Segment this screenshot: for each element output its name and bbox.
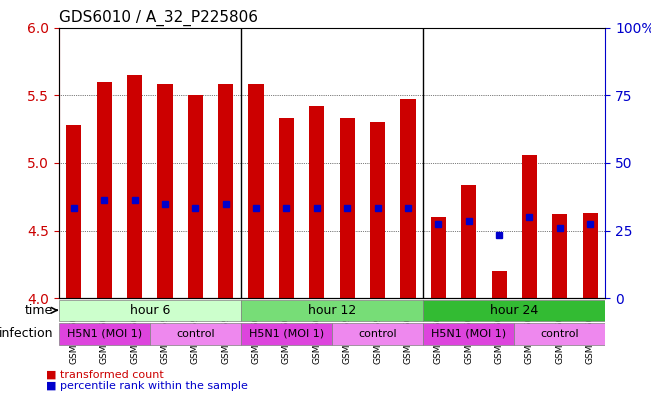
Bar [127,75,142,298]
Bar [218,84,233,298]
Text: ■ transformed count: ■ transformed count [46,369,163,379]
Bar [583,213,598,298]
FancyBboxPatch shape [241,323,332,345]
FancyBboxPatch shape [59,323,150,345]
FancyBboxPatch shape [332,323,423,345]
Text: time: time [25,304,53,317]
Text: GDS6010 / A_32_P225806: GDS6010 / A_32_P225806 [59,10,258,26]
Bar [370,122,385,298]
Bar [279,118,294,298]
FancyBboxPatch shape [423,323,514,345]
Text: control: control [358,329,397,339]
Bar [187,95,203,298]
Bar [96,82,112,298]
Bar [309,106,324,298]
FancyBboxPatch shape [59,299,241,321]
Bar [400,99,415,298]
Text: infection: infection [0,327,53,340]
Text: control: control [540,329,579,339]
Bar [249,84,264,298]
Text: hour 6: hour 6 [130,304,170,317]
Bar [66,125,81,298]
Text: hour 12: hour 12 [308,304,356,317]
Bar [340,118,355,298]
Text: H5N1 (MOI 1): H5N1 (MOI 1) [66,329,142,339]
Bar [552,215,568,298]
Text: hour 24: hour 24 [490,304,538,317]
FancyBboxPatch shape [241,299,423,321]
FancyBboxPatch shape [150,323,241,345]
Text: H5N1 (MOI 1): H5N1 (MOI 1) [249,329,324,339]
Bar [522,155,537,298]
Bar [158,84,173,298]
Bar [492,271,506,298]
Bar [461,185,477,298]
Text: H5N1 (MOI 1): H5N1 (MOI 1) [431,329,506,339]
FancyBboxPatch shape [514,323,605,345]
Bar [431,217,446,298]
Text: ■ percentile rank within the sample: ■ percentile rank within the sample [46,381,247,391]
FancyBboxPatch shape [423,299,605,321]
Text: control: control [176,329,215,339]
